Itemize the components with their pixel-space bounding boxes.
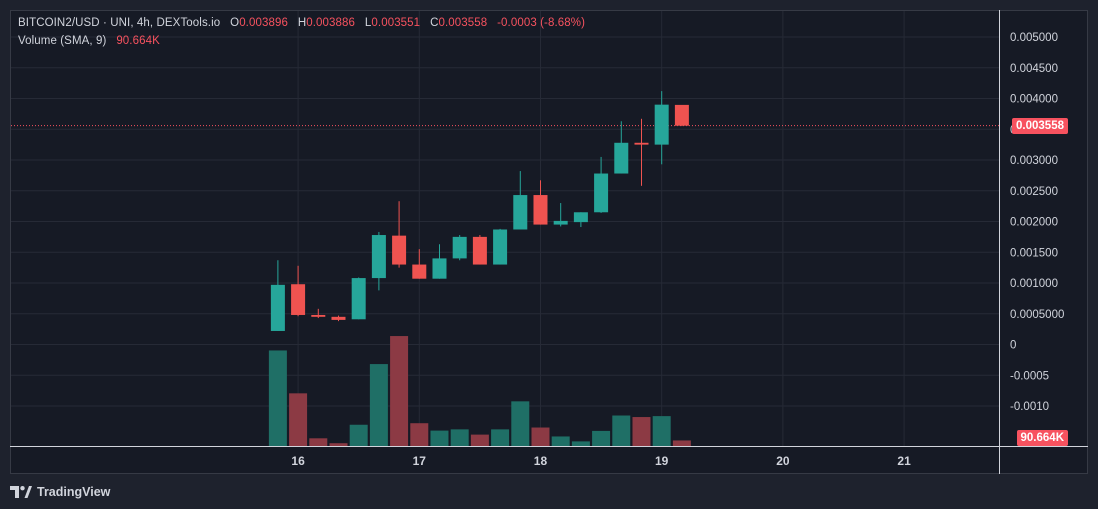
- volume-indicator-value: 90.664K: [116, 35, 160, 47]
- last-price-tag: 0.003558: [1012, 118, 1068, 134]
- time-tick-label: 21: [897, 454, 911, 468]
- price-tick-label: 0.003000: [1010, 155, 1058, 167]
- volume-bar: [592, 430, 611, 446]
- price-tick-label: 0.002000: [1010, 217, 1058, 229]
- price-tick-label: 0.001500: [1010, 247, 1058, 259]
- candle-body: [432, 258, 447, 279]
- open-value: 0.003896: [239, 17, 288, 29]
- candle-body: [472, 236, 487, 265]
- symbol-name[interactable]: BITCOIN2/USD · UNI, 4h, DEXTools.io: [18, 17, 221, 29]
- volume-bar: [612, 415, 631, 446]
- change-value: -0.0003 (-8.68%): [497, 17, 586, 29]
- price-tick-label: -0.0005: [1010, 370, 1049, 382]
- close-value: 0.003558: [438, 17, 488, 29]
- price-tick-label: 0: [1010, 340, 1016, 352]
- candle-body: [674, 104, 689, 126]
- tradingview-icon: [10, 486, 32, 498]
- tradingview-logo[interactable]: TradingView: [10, 483, 110, 501]
- candle-body: [291, 284, 306, 315]
- volume-bar: [672, 440, 691, 446]
- price-tick-label: 0.0005000: [1010, 309, 1064, 321]
- volume-value-tag: 90.664K: [1016, 430, 1068, 446]
- open-label: O: [230, 17, 240, 29]
- low-value: 0.003551: [371, 17, 421, 29]
- volume-bar: [289, 393, 308, 446]
- candle-body: [331, 316, 346, 320]
- candle-body: [614, 142, 629, 174]
- volume-bar: [390, 336, 409, 446]
- volume-bar: [410, 423, 429, 446]
- candle-body: [594, 173, 609, 213]
- candle-body: [351, 278, 366, 320]
- volume-bar: [268, 350, 287, 446]
- volume-bar: [470, 434, 489, 446]
- volume-bar: [571, 441, 590, 446]
- high-value: 0.003886: [306, 17, 356, 29]
- candle-body: [553, 220, 568, 225]
- volume-bar: [369, 364, 388, 446]
- volume-indicator-label[interactable]: Volume (SMA, 9): [18, 35, 107, 47]
- price-tick-label: 0.004000: [1010, 94, 1058, 106]
- time-tick-label: 18: [534, 454, 548, 468]
- chart-frame[interactable]: [10, 10, 1088, 474]
- candle-body: [392, 235, 407, 265]
- volume-bar: [551, 436, 570, 446]
- price-tick-label: 0.001000: [1010, 278, 1058, 290]
- time-tick-label: 20: [776, 454, 790, 468]
- candle-body: [371, 235, 386, 279]
- time-tick-label: 16: [291, 454, 305, 468]
- high-label: H: [297, 17, 307, 29]
- time-tick-label: 17: [413, 454, 427, 468]
- time-tick-label: 19: [655, 454, 669, 468]
- volume-bar: [430, 430, 449, 446]
- volume-bar: [531, 427, 550, 446]
- volume-bar: [309, 438, 328, 446]
- volume-bar: [511, 401, 530, 446]
- volume-bar: [349, 424, 368, 446]
- candle-body: [452, 236, 467, 259]
- price-tick-label: 0.004500: [1010, 63, 1058, 75]
- volume-bar: [450, 429, 469, 446]
- volume-bar: [491, 429, 510, 446]
- symbol-legend: BITCOIN2/USD · UNI, 4h, DEXTools.io O0.0…: [18, 17, 585, 29]
- candle-body: [634, 142, 649, 145]
- close-label: C: [430, 17, 439, 29]
- candle-body: [270, 284, 285, 331]
- candle-body: [573, 212, 588, 223]
- price-tick-label: -0.0010: [1010, 401, 1049, 413]
- candle-body: [493, 229, 508, 265]
- candle-body: [513, 195, 528, 230]
- low-label: L: [364, 17, 372, 29]
- volume-bar: [632, 417, 651, 446]
- volume-legend: Volume (SMA, 9) 90.664K: [18, 35, 160, 47]
- volume-bar: [329, 443, 348, 446]
- candle-body: [533, 195, 548, 225]
- volume-bar: [652, 416, 671, 446]
- candle-body: [311, 314, 326, 317]
- price-tick-label: 0.005000: [1010, 32, 1058, 44]
- price-tick-label: 0.002500: [1010, 186, 1058, 198]
- candle-body: [412, 264, 427, 279]
- tradingview-brand-text: TradingView: [37, 485, 111, 499]
- candle-body: [654, 104, 669, 145]
